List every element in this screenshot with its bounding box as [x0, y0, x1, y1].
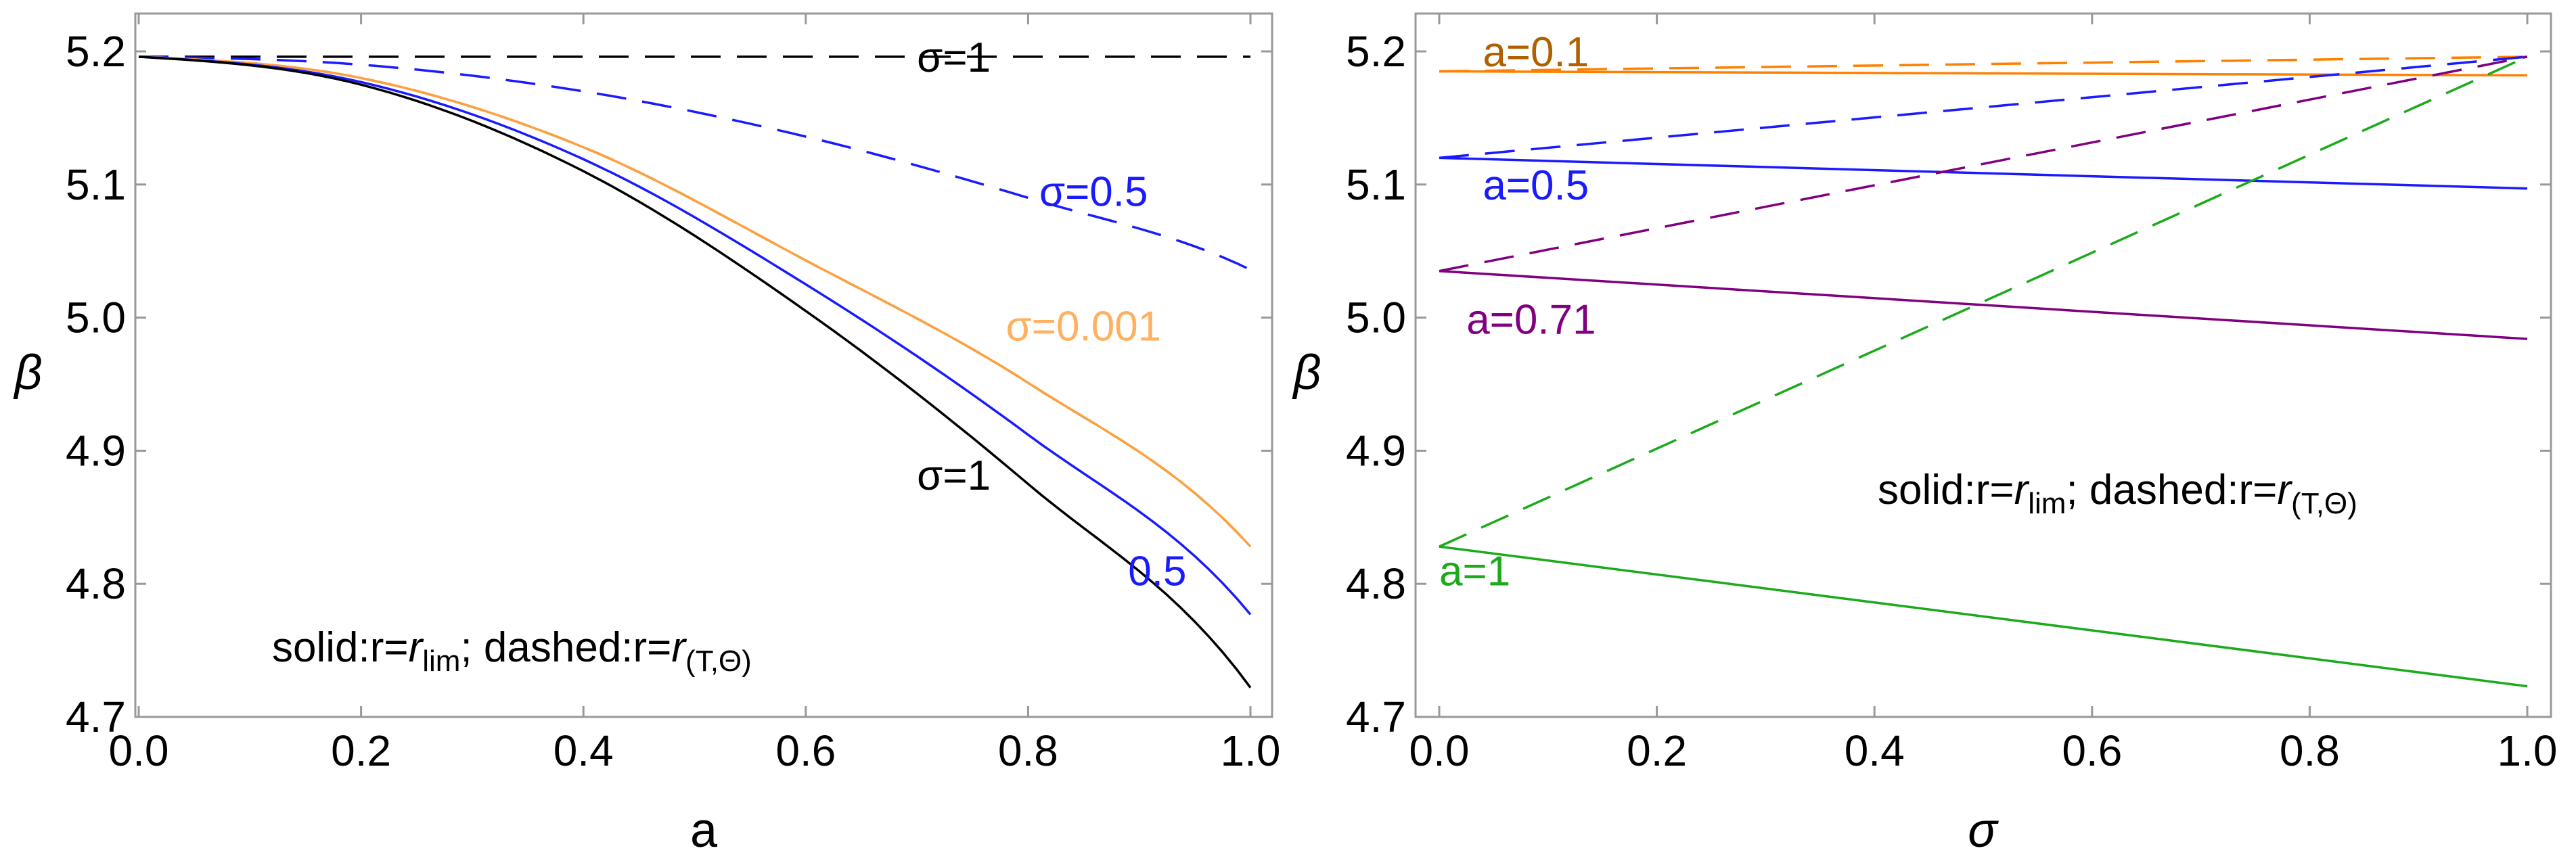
series-line-4	[1439, 269, 2528, 340]
series-line-4	[138, 55, 1252, 615]
chart-left: 0.0 0.2 0.4 0.6 0.8 1.0 4.7 4.8 4.9 5.0 5.1 5.2 σ=1…	[13, 12, 1281, 858]
y-tick-label: 4.8	[1346, 559, 1406, 608]
chart-right: 0.0 0.2 0.4 0.6 0.8 1.0 4.7 4.8 4.9 5.0 5.1 5.2 a=0…	[1292, 12, 2558, 858]
y-tick-label: 5.1	[66, 160, 126, 209]
series-line-0	[1439, 70, 2528, 77]
y-tick-label: 4.7	[1346, 693, 1406, 741]
series-line-3	[138, 55, 1252, 548]
plot-frame	[134, 12, 1273, 718]
y-tick-label: 4.7	[66, 693, 126, 741]
x-tick-label: 0.8	[998, 726, 1058, 775]
y-tick-label: 5.0	[1346, 294, 1406, 342]
y-tick-label: 5.0	[66, 294, 126, 342]
series-line-6	[1439, 545, 2528, 688]
annotation-label: a=1	[1439, 549, 1510, 595]
x-axis-label-right: σ	[1968, 804, 1999, 858]
series-line-7	[1439, 55, 2528, 548]
x-tick-label: 1.0	[1221, 726, 1281, 775]
annotation-label: a=0.5	[1483, 162, 1589, 209]
x-tick-label: 0.2	[331, 726, 391, 775]
x-tick-label: 0.0	[1409, 726, 1470, 775]
y-tick-label: 4.9	[66, 426, 126, 475]
series-line-5	[1439, 55, 2528, 273]
legend-text-left: solid:r=rlim; dashed:r=r(T,Θ)	[272, 624, 752, 678]
annotation-label: σ=0.001	[1006, 303, 1162, 350]
x-tick-label: 0.4	[553, 726, 614, 775]
x-tick-label: 0.2	[1627, 726, 1687, 775]
series-line-1	[138, 55, 1251, 271]
x-tick-label: 0.6	[2062, 726, 2122, 775]
plot-frame	[1414, 12, 2552, 718]
y-tick-label: 5.1	[1346, 160, 1406, 209]
series-line-2	[1439, 156, 2528, 190]
x-tick-label: 0.0	[109, 726, 169, 775]
x-axis-label-left: a	[690, 804, 718, 858]
x-tick-label: 1.0	[2498, 726, 2558, 775]
y-tick-label: 4.9	[1346, 426, 1406, 475]
series-line-1	[1439, 55, 2528, 73]
legend-text-right: solid:r=rlim; dashed:r=r(T,Θ)	[1878, 467, 2357, 520]
series-line-5	[138, 55, 1252, 689]
annotation-label: σ=1	[917, 452, 991, 499]
annotation-label: σ=1	[917, 34, 991, 81]
y-tick-label: 5.2	[66, 27, 126, 76]
y-tick-label: 4.8	[66, 559, 126, 608]
y-axis-label-left: β	[13, 346, 42, 400]
y-axis-label-right: β	[1292, 346, 1321, 400]
y-tick-label: 5.2	[1346, 27, 1406, 76]
annotation-label: a=0.1	[1483, 29, 1589, 76]
x-tick-label: 0.4	[1845, 726, 1905, 775]
annotation-label: 0.5	[1128, 549, 1186, 595]
x-tick-label: 0.8	[2280, 726, 2340, 775]
annotation-label: σ=0.5	[1039, 169, 1148, 216]
annotation-label: a=0.71	[1466, 297, 1596, 344]
x-tick-label: 0.6	[775, 726, 836, 775]
